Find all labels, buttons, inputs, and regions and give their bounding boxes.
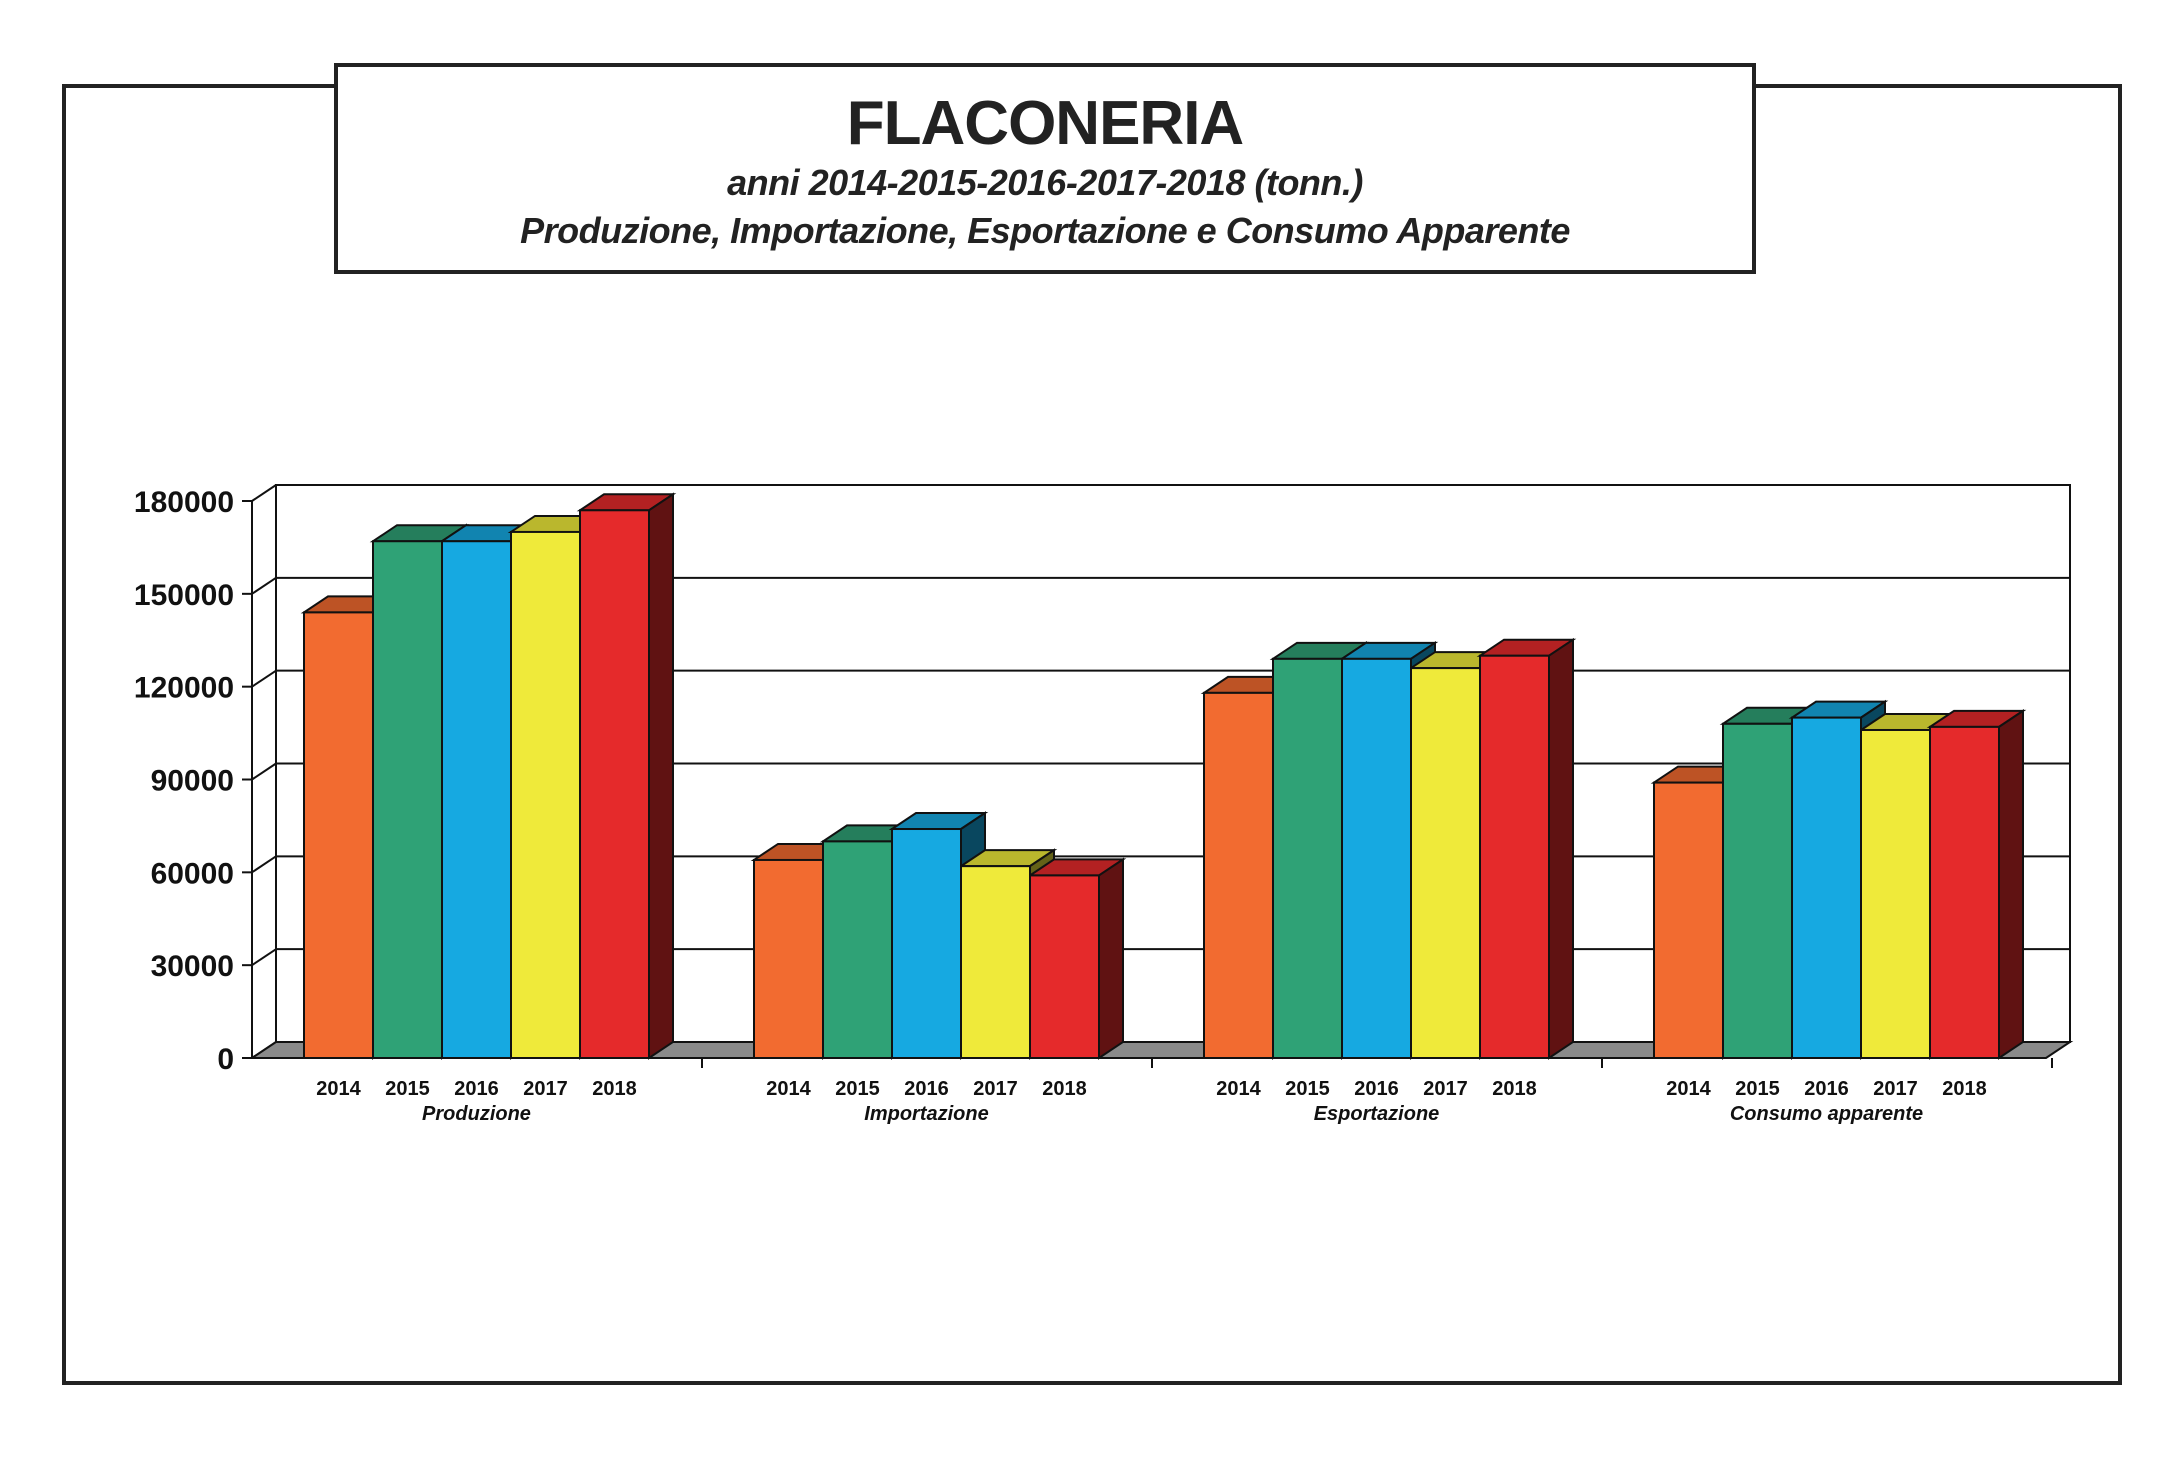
y-tick-label: 0: [217, 1043, 234, 1076]
gridline-side: [251, 669, 277, 688]
x-tick-label: 2017: [1873, 1078, 1918, 1100]
category-label: Importazione: [864, 1103, 988, 1125]
bar-side: [1548, 637, 1574, 1060]
bar: [1272, 657, 1343, 1059]
bar: [891, 828, 962, 1059]
x-tick-label: 2014: [1216, 1078, 1261, 1100]
bar: [1410, 667, 1481, 1059]
category-label: Consumo apparente: [1730, 1103, 1923, 1125]
gridline-side: [251, 855, 277, 874]
y-tick-label: 150000: [134, 579, 234, 612]
gridline-side: [251, 577, 277, 595]
x-tick-label: 2015: [835, 1078, 880, 1100]
x-tick-label: 2016: [904, 1078, 949, 1100]
y-tick-label: 180000: [134, 486, 234, 519]
x-tick-label: 2015: [385, 1078, 430, 1100]
x-tick-label: 2014: [1666, 1078, 1711, 1100]
bar: [303, 611, 374, 1060]
y-tick-label: 60000: [151, 857, 234, 890]
bar: [1479, 654, 1550, 1059]
y-tick-label: 30000: [151, 950, 234, 983]
bar: [1860, 728, 1931, 1059]
bar: [1929, 725, 2000, 1060]
x-tick-label: 2014: [766, 1078, 811, 1100]
x-tick-label: 2018: [1942, 1078, 1987, 1100]
bar: [753, 858, 824, 1060]
chart-subtitle-years: anni 2014-2015-2016-2017-2018 (tonn.): [727, 162, 1363, 203]
bar: [579, 509, 650, 1059]
bar: [1722, 722, 1793, 1059]
x-tick-label: 2015: [1735, 1078, 1780, 1100]
x-tick-label: 2018: [1492, 1078, 1537, 1100]
x-tick-label: 2016: [1354, 1078, 1399, 1100]
title-box: FLACONERIA anni 2014-2015-2016-2017-2018…: [334, 63, 1756, 274]
bar: [441, 540, 512, 1059]
bar-side: [1098, 857, 1124, 1060]
bar: [510, 530, 581, 1059]
bar: [1791, 716, 1862, 1059]
gridline-side: [251, 484, 277, 502]
bar: [1341, 657, 1412, 1059]
x-tick-label: 2017: [973, 1078, 1018, 1100]
y-tick-label: 90000: [151, 765, 234, 798]
x-tick-label: 2016: [1804, 1078, 1849, 1100]
bar: [372, 540, 443, 1059]
bar: [822, 840, 893, 1060]
gridline-side: [251, 948, 277, 966]
bar-side: [1998, 709, 2024, 1060]
bar: [1203, 691, 1274, 1059]
chart-subtitle-measures: Produzione, Importazione, Esportazione e…: [520, 210, 1570, 251]
x-tick-label: 2018: [1042, 1078, 1087, 1100]
x-tick-label: 2014: [316, 1078, 361, 1100]
x-tick-label: 2017: [523, 1078, 568, 1100]
bar-side: [648, 492, 674, 1060]
x-tick-label: 2015: [1285, 1078, 1330, 1100]
x-tick-label: 2016: [454, 1078, 499, 1100]
chart-title: FLACONERIA: [846, 89, 1244, 158]
bar: [960, 865, 1031, 1060]
gridline-side: [251, 762, 277, 781]
category-label: Produzione: [422, 1103, 531, 1125]
bar: [1029, 874, 1100, 1060]
x-tick-label: 2017: [1423, 1078, 1468, 1100]
category-label: Esportazione: [1314, 1103, 1440, 1125]
bar: [1653, 781, 1724, 1059]
x-tick-label: 2018: [592, 1078, 637, 1100]
y-tick-label: 120000: [134, 672, 234, 705]
